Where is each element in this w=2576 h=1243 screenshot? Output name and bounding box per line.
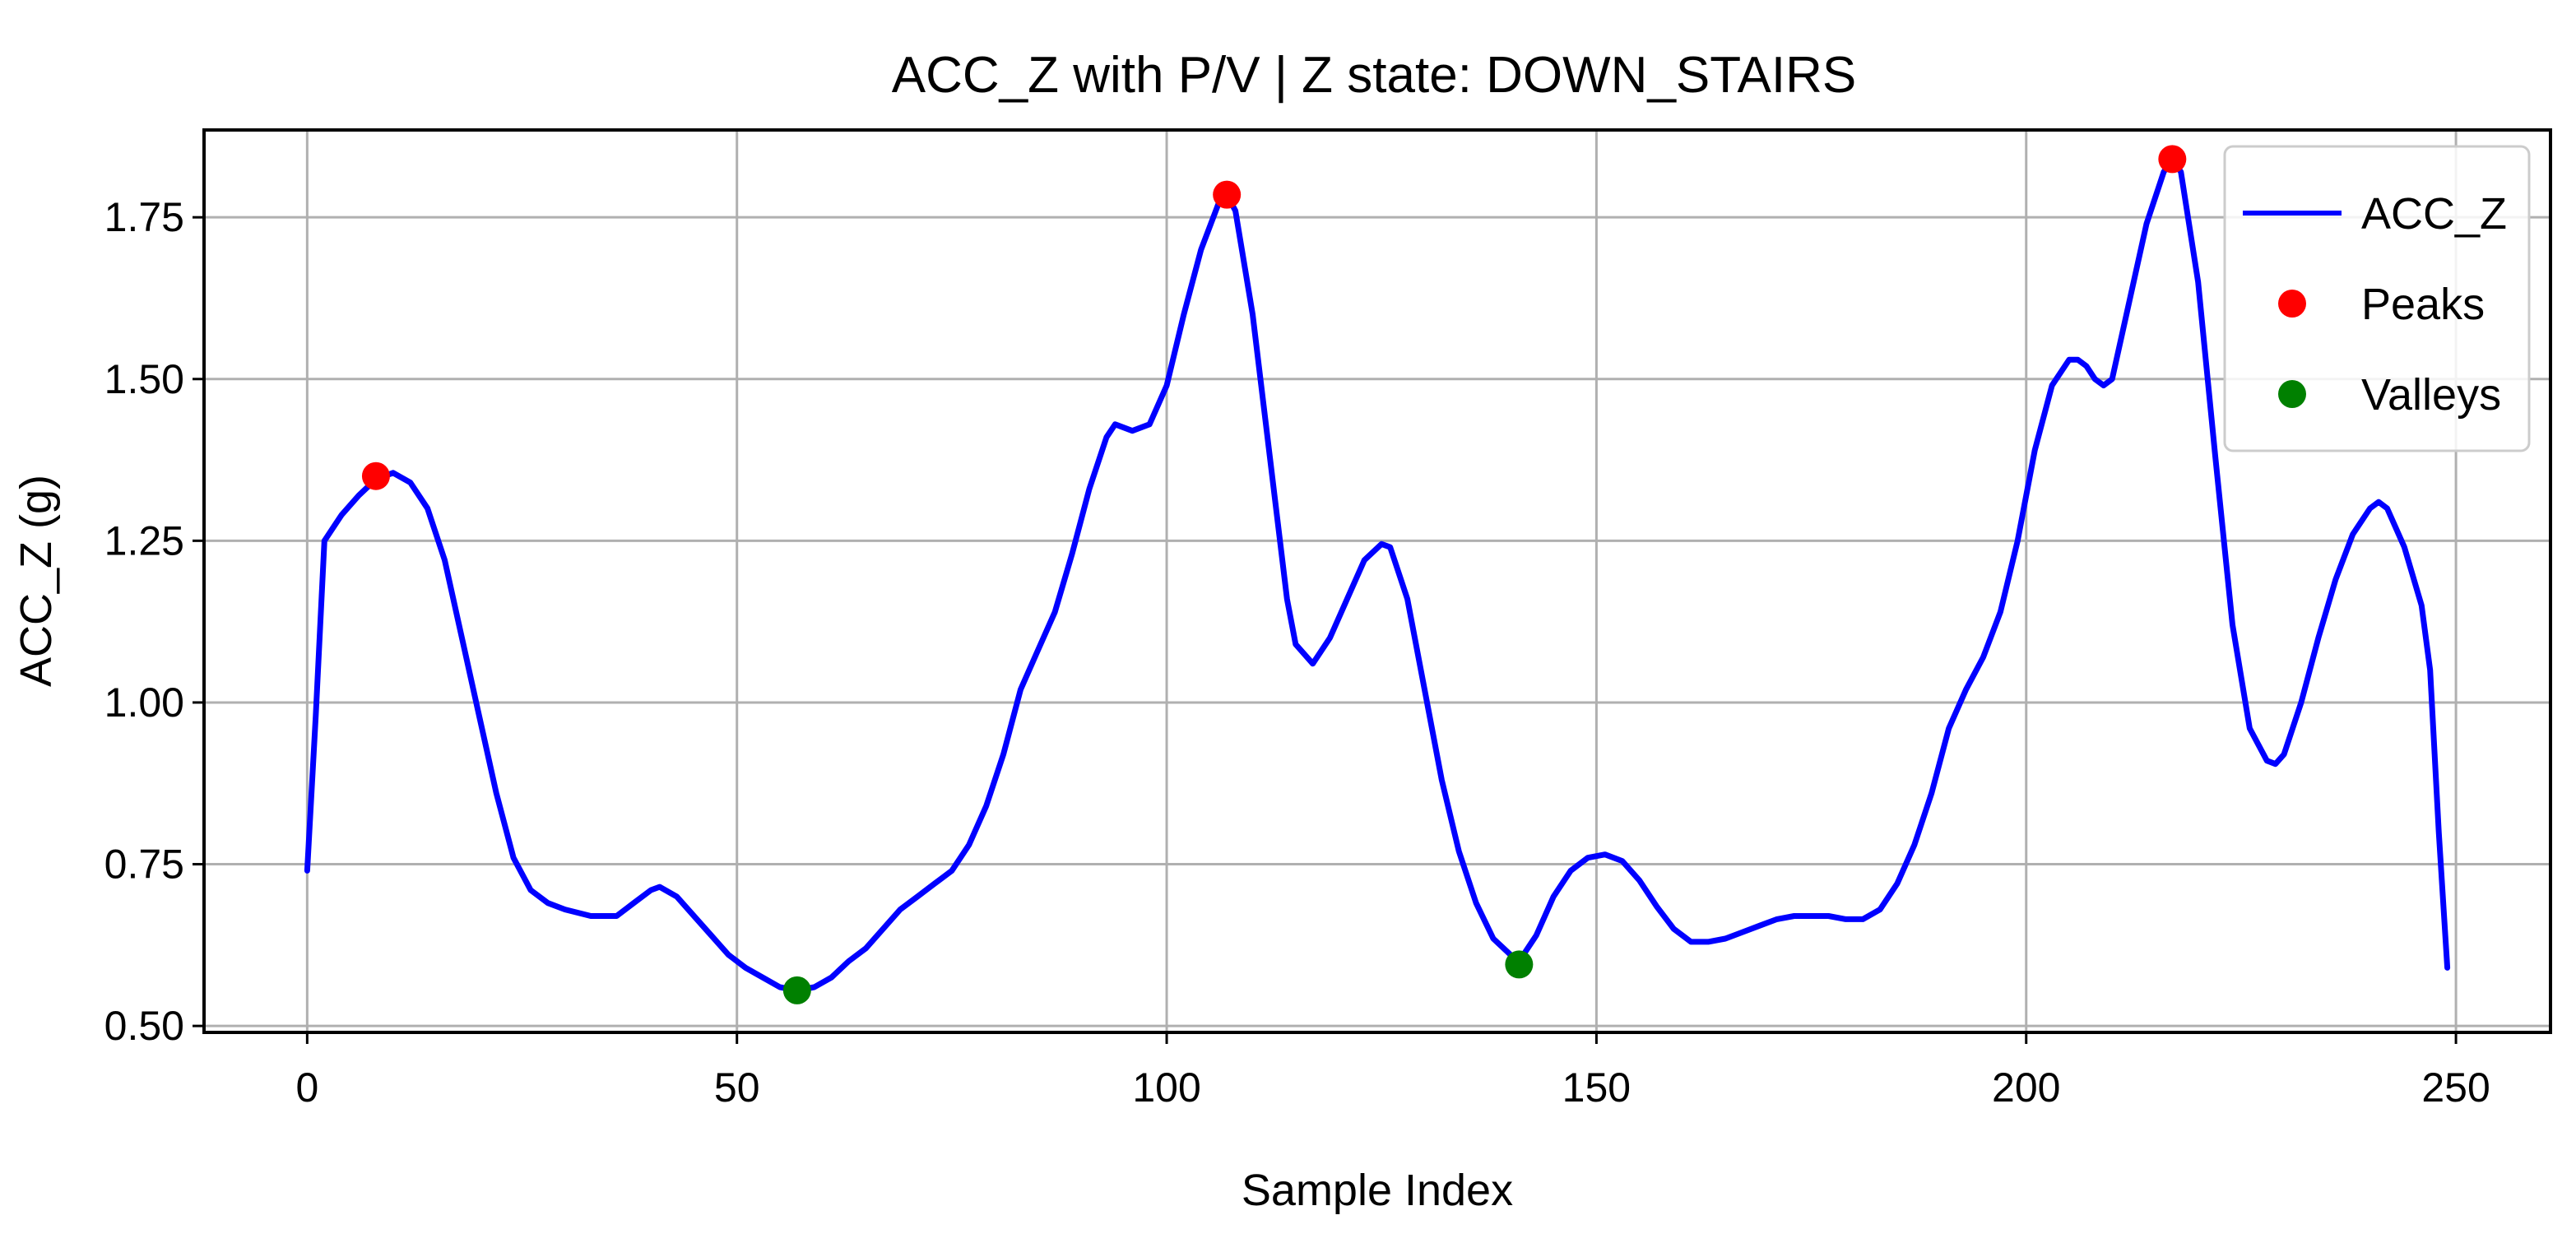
x-tick-label: 100 (1132, 1064, 1200, 1111)
series-line-acc-z (304, 155, 2451, 994)
chart-title: ACC_Z with P/V | Z state: DOWN_STAIRS (892, 47, 1857, 104)
series-layer (304, 145, 2451, 1004)
legend-label-valleys: Valleys (2361, 370, 2501, 420)
y-tick-label: 1.50 (104, 356, 184, 402)
grid-layer (204, 130, 2550, 1032)
legend-label-acc-z: ACC_Z (2361, 189, 2507, 239)
valley-marker (1505, 950, 1534, 979)
x-tick-label: 50 (714, 1064, 760, 1111)
y-tick-label: 1.75 (104, 194, 184, 240)
y-tick-label: 1.25 (104, 517, 184, 564)
legend-peaks-swatch (2278, 290, 2306, 318)
y-tick-label: 0.75 (104, 842, 184, 888)
x-axis-label: Sample Index (1242, 1166, 1513, 1215)
x-tick-label: 0 (295, 1064, 318, 1111)
peak-marker (1213, 180, 1242, 209)
peak-marker (361, 461, 390, 490)
y-axis-label: ACC_Z (g) (12, 475, 61, 687)
x-tick-label: 250 (2421, 1064, 2490, 1111)
legend: ACC_Z Peaks Valleys (2223, 145, 2531, 452)
peak-marker (2158, 145, 2187, 174)
legend-label-peaks: Peaks (2361, 280, 2485, 329)
plot-frame (202, 128, 2552, 1034)
x-tick-label: 150 (1562, 1064, 1631, 1111)
legend-valleys-swatch (2278, 380, 2306, 408)
legend-box (2223, 145, 2531, 452)
y-tick-label: 1.00 (104, 679, 184, 726)
y-tick-label: 0.50 (104, 1003, 184, 1049)
tick-layer: 0 50 100 150 200 250 0.50 0.75 1.00 1.25 1.50 1.75 (104, 194, 2490, 1111)
valley-marker (782, 976, 811, 1004)
x-tick-label: 200 (1992, 1064, 2060, 1111)
